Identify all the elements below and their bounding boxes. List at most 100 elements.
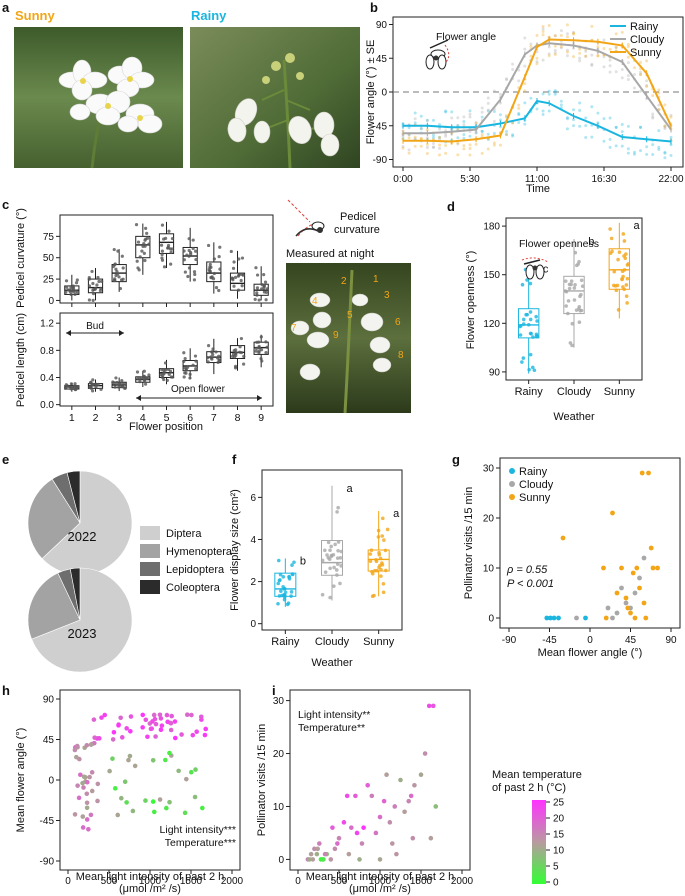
raw-point	[438, 127, 442, 131]
data-point	[94, 385, 98, 389]
data-point	[641, 600, 647, 606]
raw-point	[590, 63, 594, 67]
data-point	[64, 279, 69, 283]
raw-point	[614, 45, 618, 49]
x-tick-label: Rainy	[271, 636, 300, 648]
raw-point	[626, 55, 630, 59]
data-point	[283, 593, 287, 598]
light-significance: Light intensity***	[160, 824, 236, 836]
data-point	[118, 715, 123, 721]
raw-point	[517, 121, 521, 125]
rho-stat: ρ = 0.55	[506, 564, 548, 576]
data-point	[153, 721, 159, 727]
data-point	[520, 360, 524, 364]
raw-point	[639, 73, 643, 77]
data-point	[418, 772, 424, 778]
raw-point	[407, 148, 411, 152]
data-point	[88, 385, 92, 389]
x-tick-label: 1000	[369, 876, 392, 887]
data-point	[123, 386, 127, 390]
x-tick-label: Cloudy	[557, 386, 592, 398]
raw-point	[425, 142, 429, 146]
raw-point	[474, 131, 478, 135]
x-tick-label: 500	[101, 876, 118, 887]
data-point	[616, 308, 621, 312]
raw-point	[626, 77, 630, 81]
x-tick-label: 500	[331, 876, 348, 887]
data-point	[86, 826, 91, 832]
data-point	[290, 572, 295, 576]
y-axis-label: Pollinator visits /15 min	[256, 724, 268, 837]
raw-point	[590, 24, 594, 28]
raw-point	[602, 65, 606, 69]
data-point	[140, 249, 144, 253]
raw-point	[572, 108, 576, 112]
data-point	[255, 340, 259, 344]
svg-text:6: 6	[395, 317, 401, 328]
data-point	[192, 794, 198, 800]
raw-point	[602, 38, 606, 42]
data-point	[69, 382, 73, 386]
data-point	[212, 271, 216, 276]
raw-point	[663, 156, 667, 160]
svg-text:4: 4	[312, 296, 318, 307]
raw-point	[565, 117, 569, 121]
data-point	[239, 336, 244, 341]
raw-point	[419, 144, 423, 148]
data-point	[91, 292, 96, 296]
raw-point	[565, 23, 569, 27]
data-point	[119, 735, 125, 740]
data-point	[151, 712, 157, 718]
data-point	[116, 249, 120, 253]
data-point	[189, 712, 194, 718]
raw-point	[480, 151, 484, 155]
data-point	[385, 527, 390, 532]
data-point	[567, 286, 572, 291]
data-point	[81, 785, 86, 790]
data-point	[210, 350, 214, 354]
data-point	[95, 781, 101, 787]
raw-point	[450, 110, 454, 114]
svg-text:2: 2	[341, 276, 347, 287]
data-point	[518, 324, 523, 328]
x-tick-label: -45	[542, 635, 557, 646]
data-point	[96, 382, 100, 387]
raw-point	[401, 146, 405, 150]
data-point	[610, 510, 615, 516]
data-point	[569, 279, 574, 283]
data-point	[563, 279, 568, 283]
data-point	[572, 298, 577, 302]
data-point	[135, 259, 139, 263]
x-tick-label: 1	[69, 412, 75, 424]
data-point	[614, 288, 619, 293]
y-tick-label: 90	[43, 695, 55, 706]
raw-point	[608, 137, 612, 141]
data-point	[624, 283, 629, 287]
data-point	[193, 767, 198, 772]
legend-swatch	[140, 526, 160, 540]
raw-point	[651, 143, 655, 147]
data-point	[237, 272, 242, 276]
raw-point	[407, 151, 411, 155]
raw-point	[657, 103, 661, 107]
data-point	[91, 298, 95, 302]
data-point	[76, 795, 82, 801]
raw-point	[559, 33, 563, 37]
raw-point	[572, 30, 576, 34]
raw-point	[505, 77, 509, 81]
data-point	[218, 267, 222, 271]
data-point	[193, 354, 198, 358]
data-point	[141, 376, 146, 380]
raw-point	[553, 34, 557, 38]
data-point	[621, 232, 626, 236]
data-point	[119, 278, 124, 282]
data-point	[307, 857, 312, 862]
colorbar-ticks: 0 5 10 15 20 25	[546, 798, 565, 889]
raw-point	[541, 58, 545, 62]
flower-openness-inset-label: Flower openness	[519, 238, 599, 250]
x-tick-label: -90	[502, 635, 517, 646]
x-tick-label: 0	[587, 635, 593, 646]
data-point	[408, 793, 414, 799]
raw-point	[541, 33, 545, 37]
